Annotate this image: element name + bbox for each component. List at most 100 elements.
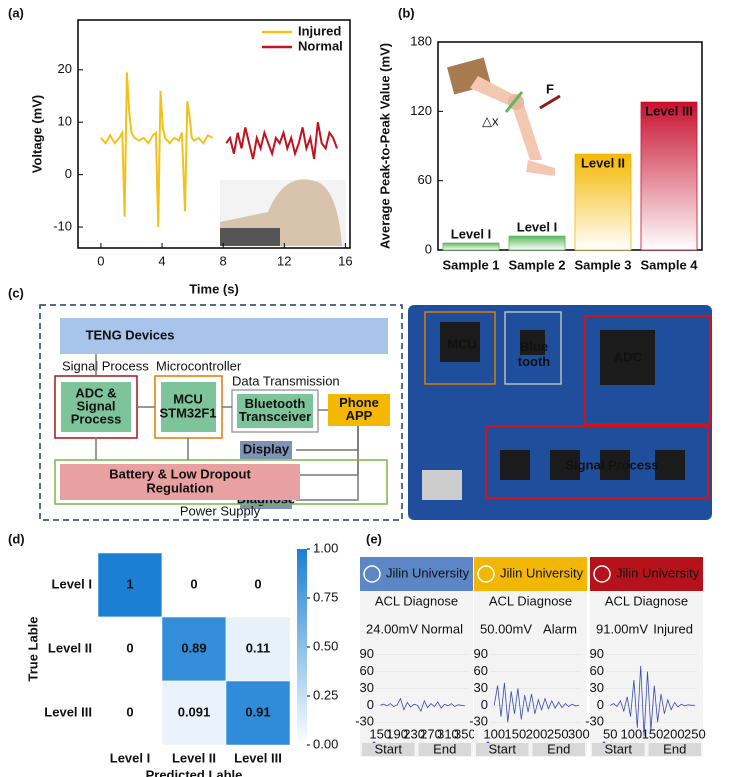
cell xyxy=(225,680,291,746)
pcb-label: MCU xyxy=(447,336,477,351)
y-tick-label: Level II xyxy=(48,640,92,655)
bar-label: Level I xyxy=(451,227,491,242)
chip xyxy=(600,330,655,385)
y-tick-label: 120 xyxy=(410,103,432,118)
annotation: F xyxy=(546,81,554,96)
button[interactable] xyxy=(476,743,529,756)
x-tick-label: 250 xyxy=(547,726,569,741)
y-tick-label: 0 xyxy=(65,166,72,181)
box-label: Display xyxy=(243,441,290,456)
box xyxy=(237,394,313,428)
panel-label: (c) xyxy=(8,285,24,300)
x-tick-label: 300 xyxy=(568,726,590,741)
reading: 24.00mV xyxy=(366,621,418,636)
app-header xyxy=(360,557,473,591)
box-label: TENG Devices xyxy=(86,327,175,342)
x-tick-label: 100 xyxy=(621,726,643,741)
pcb-label: Signal Process xyxy=(565,457,658,472)
button[interactable] xyxy=(648,743,702,756)
cell-label: 1 xyxy=(126,576,133,591)
x-tick-label: 0 xyxy=(97,253,104,268)
screen-title: ACL Diagnose xyxy=(375,593,458,608)
callout xyxy=(424,311,496,385)
chip xyxy=(500,450,530,480)
y-tick-label: 20 xyxy=(58,61,72,76)
panel-label: (e) xyxy=(366,531,382,546)
box-label: Regulation xyxy=(146,480,213,495)
logo xyxy=(363,565,381,583)
group-label: Signal Process xyxy=(62,358,149,373)
y-tick-label: -30 xyxy=(469,714,488,729)
x-axis-title: Time (s) xyxy=(189,281,239,296)
x-axis-title: Predicted Lable xyxy=(146,767,243,777)
box xyxy=(328,394,390,426)
logo xyxy=(593,565,611,583)
chip xyxy=(655,450,685,480)
box xyxy=(60,318,388,354)
cell-label: 0 xyxy=(126,704,133,719)
cell xyxy=(161,616,227,682)
bar xyxy=(574,153,632,251)
y-tick-label: 90 xyxy=(590,646,604,661)
bar xyxy=(442,242,500,251)
x-tick-label: 270 xyxy=(420,726,442,741)
chip xyxy=(600,450,630,480)
series-line xyxy=(100,72,213,228)
app-header-title: Jilin University xyxy=(500,565,584,580)
x-tick-label: 50 xyxy=(603,726,617,741)
button-label: Start xyxy=(489,741,517,756)
box xyxy=(60,464,300,500)
app-header-title: Jilin University xyxy=(386,565,470,580)
panel-label: (b) xyxy=(398,5,415,20)
colorbar-tick-label: 0.75 xyxy=(313,589,338,604)
button-label: Start xyxy=(375,741,403,756)
button-label: Start xyxy=(605,741,633,756)
y-axis-title: True Lable xyxy=(25,616,40,681)
x-tick-label: Sample 1 xyxy=(442,257,499,272)
x-tick-label: Sample 3 xyxy=(574,257,631,272)
group-label: Power Supply xyxy=(180,503,261,518)
button[interactable] xyxy=(532,743,586,756)
x-tick-label: Level II xyxy=(172,750,216,765)
box xyxy=(61,382,131,432)
arrow xyxy=(296,426,359,451)
x-tick-label: 250 xyxy=(684,726,706,741)
y-tick-label: 10 xyxy=(58,114,72,129)
button-label: End xyxy=(663,741,686,756)
bar-label: Level III xyxy=(645,104,693,119)
callout xyxy=(584,315,711,425)
cell xyxy=(97,680,163,746)
x-tick-label: 150 xyxy=(642,726,664,741)
colorbar xyxy=(297,549,307,745)
y-tick-label: 60 xyxy=(474,663,488,678)
y-tick-label: 0 xyxy=(597,697,604,712)
x-tick-label: 150 xyxy=(505,726,527,741)
colorbar-tick-label: 0.25 xyxy=(313,687,338,702)
button[interactable] xyxy=(362,743,415,756)
series-line xyxy=(225,122,338,160)
annotation: △x xyxy=(482,113,499,128)
box-label: STM32F1 xyxy=(159,405,216,420)
x-tick-label: 350 xyxy=(454,726,476,741)
cell xyxy=(225,616,291,682)
y-tick-label: 60 xyxy=(590,663,604,678)
x-tick-label: 230 xyxy=(403,726,425,741)
screen-title: ACL Diagnose xyxy=(489,593,572,608)
colorbar-tick-label: 0.00 xyxy=(313,736,338,751)
x-tick-label: Level III xyxy=(234,750,282,765)
cell xyxy=(225,552,291,618)
button[interactable] xyxy=(418,743,472,756)
pcb-label: tooth xyxy=(518,354,551,369)
chip xyxy=(520,330,545,355)
x-tick-label: 8 xyxy=(220,253,227,268)
button[interactable] xyxy=(592,743,645,756)
y-tick-label: Level III xyxy=(44,704,92,719)
arrow xyxy=(296,426,359,501)
x-tick-label: Sample 2 xyxy=(508,257,565,272)
group-box xyxy=(231,389,319,433)
colorbar-tick-label: 1.00 xyxy=(313,540,338,555)
y-axis-title: Average Peak-to-Peak Value (mV) xyxy=(377,43,392,249)
box-label: APP xyxy=(346,408,373,423)
x-tick-label: 4 xyxy=(158,253,165,268)
pcb-label: ADC xyxy=(614,349,643,364)
